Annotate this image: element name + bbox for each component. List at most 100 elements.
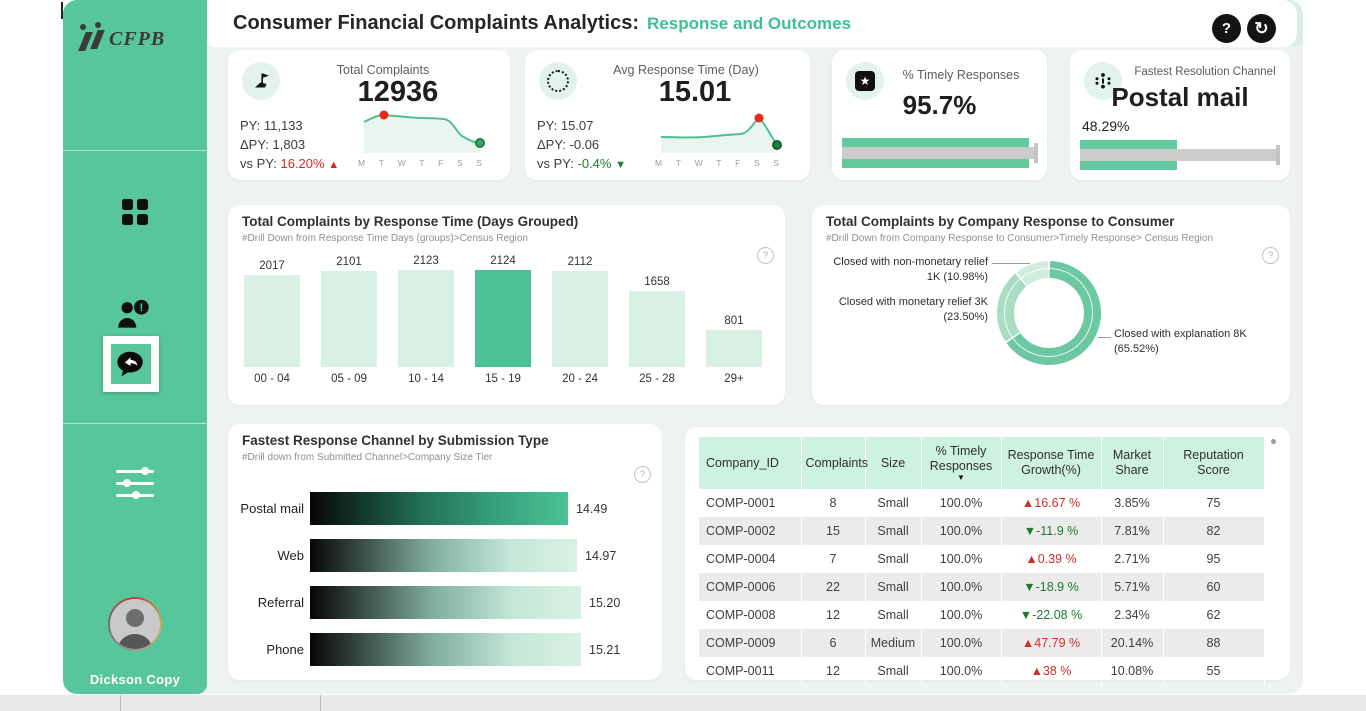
table-cell[interactable]: 20.14% bbox=[1101, 629, 1164, 657]
bar-15 - 19[interactable]: 2124 15 - 19 bbox=[475, 255, 531, 387]
donut-label-monetary: Closed with monetary relief 3K (23.50%) bbox=[838, 296, 988, 323]
table-cell[interactable]: 55 bbox=[1163, 657, 1265, 685]
column-header[interactable]: Company_ID bbox=[699, 437, 802, 489]
panel-help-icon[interactable]: ? bbox=[757, 247, 774, 264]
table-cell[interactable]: 100.0% bbox=[921, 517, 1002, 545]
table-cell[interactable]: ▲47.79 % bbox=[1001, 629, 1102, 657]
sidebar-item-filters[interactable] bbox=[116, 467, 154, 499]
table-cell[interactable]: 62 bbox=[1163, 601, 1265, 629]
hbar[interactable] bbox=[310, 633, 581, 666]
table-cell[interactable]: 82 bbox=[1163, 517, 1265, 545]
peak-dot bbox=[379, 110, 389, 120]
table-cell[interactable]: 2.34% bbox=[1101, 601, 1164, 629]
table-cell[interactable]: COMP-0006 bbox=[699, 573, 802, 601]
table-cell[interactable]: 6 bbox=[801, 629, 866, 657]
bar[interactable] bbox=[475, 270, 531, 367]
table-cell[interactable]: Small bbox=[865, 657, 922, 685]
table-cell[interactable]: 2.71% bbox=[1101, 545, 1164, 573]
hbar[interactable] bbox=[310, 586, 581, 619]
table-cell[interactable]: 100.0% bbox=[921, 629, 1002, 657]
panel-help-icon[interactable]: ? bbox=[1262, 247, 1279, 264]
table-cell[interactable]: ▲0.39 % bbox=[1001, 545, 1102, 573]
hbar[interactable] bbox=[310, 492, 568, 525]
table-row[interactable]: COMP-0002 15 Small 100.0% ▼-11.9 % 7.81% 82 bbox=[699, 517, 1265, 545]
sidebar-item-response-outcomes[interactable] bbox=[103, 336, 159, 392]
down-arrow-icon: ▼ bbox=[615, 159, 626, 171]
table-cell[interactable]: COMP-0011 bbox=[699, 657, 802, 685]
table-cell[interactable]: 75 bbox=[1163, 489, 1265, 517]
table-cell[interactable]: ▼-18.9 % bbox=[1001, 573, 1102, 601]
bar[interactable] bbox=[552, 271, 608, 367]
table-cell[interactable]: ▲38 % bbox=[1001, 657, 1102, 685]
table-row[interactable]: COMP-0004 7 Small 100.0% ▲0.39 % 2.71% 95 bbox=[699, 545, 1265, 573]
bar[interactable] bbox=[244, 275, 300, 367]
table-cell[interactable]: 100.0% bbox=[921, 657, 1002, 685]
panel-company-table: Company_ID Complaints Size% Timely Respons… bbox=[685, 427, 1290, 685]
sidebar-item-overview[interactable] bbox=[121, 198, 149, 226]
day-label: T bbox=[419, 158, 425, 168]
table-cell[interactable]: 22 bbox=[801, 573, 866, 601]
table-cell[interactable]: Small bbox=[865, 489, 922, 517]
table-cell[interactable]: 100.0% bbox=[921, 545, 1002, 573]
table-cell[interactable]: COMP-0001 bbox=[699, 489, 802, 517]
bar[interactable] bbox=[629, 291, 685, 367]
table-row[interactable]: COMP-0009 6 Medium 100.0% ▲47.79 % 20.14% 88 bbox=[699, 629, 1265, 657]
table-cell[interactable]: ▼-22.08 % bbox=[1001, 601, 1102, 629]
column-header[interactable]: Response Time Growth(%) bbox=[1001, 437, 1102, 489]
table-cell[interactable]: 60 bbox=[1163, 573, 1265, 601]
table-cell[interactable]: Medium bbox=[865, 629, 922, 657]
table-cell[interactable]: 95 bbox=[1163, 545, 1265, 573]
hbar[interactable] bbox=[310, 539, 577, 572]
table-cell[interactable]: COMP-0008 bbox=[699, 601, 802, 629]
table-cell[interactable]: 3.85% bbox=[1101, 489, 1164, 517]
user-avatar[interactable] bbox=[108, 597, 162, 651]
table-cell[interactable]: 88 bbox=[1163, 629, 1265, 657]
table-cell[interactable]: 10.08% bbox=[1101, 657, 1164, 685]
table-row[interactable]: COMP-0011 12 Small 100.0% ▲38 % 10.08% 55 bbox=[699, 657, 1265, 685]
scrollbar-dot[interactable] bbox=[1271, 439, 1276, 444]
refresh-button[interactable]: ↻ bbox=[1247, 14, 1276, 43]
table-cell[interactable]: Small bbox=[865, 545, 922, 573]
column-header[interactable]: Complaints bbox=[801, 437, 868, 489]
table-cell[interactable]: 100.0% bbox=[921, 573, 1002, 601]
bar-20 - 24[interactable]: 2112 20 - 24 bbox=[552, 256, 608, 387]
table-row[interactable]: COMP-0006 22 Small 100.0% ▼-18.9 % 5.71% 60 bbox=[699, 573, 1265, 601]
table-cell[interactable]: ▼-11.9 % bbox=[1001, 517, 1102, 545]
day-label: T bbox=[675, 158, 681, 168]
bar-29+[interactable]: 801 29+ bbox=[706, 315, 762, 387]
column-header[interactable]: Size bbox=[865, 437, 922, 489]
bar[interactable] bbox=[321, 271, 377, 367]
table-cell[interactable]: Small bbox=[865, 573, 922, 601]
table-cell[interactable]: Small bbox=[865, 517, 922, 545]
day-label: S bbox=[476, 158, 482, 168]
table-cell[interactable]: 12 bbox=[801, 601, 866, 629]
hbar-value-label: 14.97 bbox=[585, 548, 617, 563]
table-row[interactable]: COMP-0001 8 Small 100.0% ▲16.67 % 3.85% 75 bbox=[699, 489, 1265, 517]
column-header[interactable]: % Timely Responses ▼ bbox=[921, 437, 1002, 489]
table-cell[interactable]: ▲16.67 % bbox=[1001, 489, 1102, 517]
table-cell[interactable]: Small bbox=[865, 601, 922, 629]
table-cell[interactable]: COMP-0004 bbox=[699, 545, 802, 573]
table-cell[interactable]: 7 bbox=[801, 545, 866, 573]
table-cell[interactable]: 8 bbox=[801, 489, 866, 517]
sidebar-item-complaints[interactable]: ! bbox=[116, 298, 152, 330]
table-cell[interactable]: 15 bbox=[801, 517, 866, 545]
table-cell[interactable]: COMP-0009 bbox=[699, 629, 802, 657]
table-row[interactable]: COMP-0008 12 Small 100.0% ▼-22.08 % 2.34% 62 bbox=[699, 601, 1265, 629]
table-cell[interactable]: 7.81% bbox=[1101, 517, 1164, 545]
bar-10 - 14[interactable]: 2123 10 - 14 bbox=[398, 255, 454, 387]
table-cell[interactable]: 12 bbox=[801, 657, 866, 685]
table-cell[interactable]: 5.71% bbox=[1101, 573, 1164, 601]
bar-05 - 09[interactable]: 2101 05 - 09 bbox=[321, 256, 377, 387]
table-cell[interactable]: COMP-0002 bbox=[699, 517, 802, 545]
bar[interactable] bbox=[398, 270, 454, 367]
bar-00 - 04[interactable]: 2017 00 - 04 bbox=[244, 260, 300, 387]
bar[interactable] bbox=[706, 330, 762, 367]
bar-25 - 28[interactable]: 1658 25 - 28 bbox=[629, 276, 685, 387]
column-header[interactable]: Reputation Score bbox=[1163, 437, 1265, 489]
panel-help-icon[interactable]: ? bbox=[634, 466, 651, 483]
column-header[interactable]: Market Share bbox=[1101, 437, 1164, 489]
table-cell[interactable]: 100.0% bbox=[921, 601, 1002, 629]
table-cell[interactable]: 100.0% bbox=[921, 489, 1002, 517]
help-button[interactable]: ? bbox=[1212, 14, 1241, 43]
